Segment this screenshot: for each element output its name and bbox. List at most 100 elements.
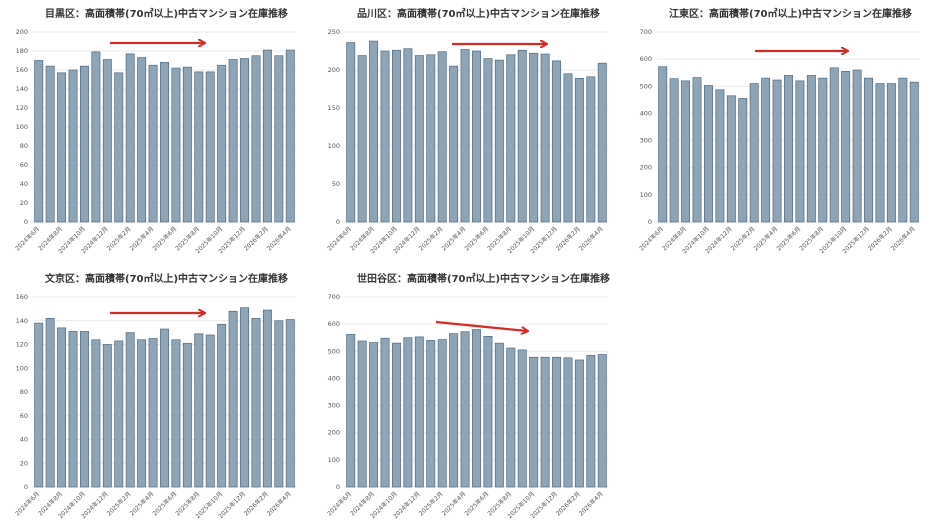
bar	[517, 349, 527, 488]
bar	[586, 355, 596, 488]
bar	[205, 71, 215, 223]
bar	[597, 62, 607, 223]
bar	[715, 89, 725, 223]
y-tick-label: 500	[640, 82, 652, 90]
y-tick-label: 160	[16, 66, 28, 74]
x-tick-label: 2026年4月	[265, 490, 293, 518]
bar	[357, 340, 367, 488]
bar	[274, 55, 284, 223]
bar	[251, 55, 261, 223]
bar	[552, 60, 562, 223]
bar	[506, 347, 516, 488]
bar	[262, 309, 272, 488]
bar	[864, 77, 874, 223]
bar	[79, 331, 89, 488]
bar	[437, 51, 447, 223]
bar	[240, 307, 250, 488]
x-tick-label: 2026年4月	[265, 225, 293, 253]
bar	[369, 40, 379, 223]
bar	[529, 52, 539, 223]
charts: 目黒区：高面積帯(70㎡以上)中古マンション在庫推移 0 20 40 60 80 100 12…	[14, 7, 920, 520]
chart-title: 目黒区：高面積帯(70㎡以上)中古マンション在庫推移	[45, 7, 288, 20]
bar	[681, 80, 691, 223]
bar	[494, 342, 504, 488]
y-tick-label: 200	[16, 28, 28, 36]
bar	[160, 62, 169, 223]
bar	[692, 77, 702, 223]
bar	[726, 95, 736, 223]
bar	[483, 336, 493, 488]
bar	[217, 323, 227, 488]
bar	[472, 329, 481, 488]
y-tick-label: 140	[16, 85, 28, 93]
bar	[285, 319, 295, 488]
y-tick-label: 400	[640, 109, 652, 117]
chart-title: 文京区：高面積帯(70㎡以上)中古マンション在庫推移	[45, 272, 288, 285]
x-tick-label: 2026年4月	[577, 490, 605, 518]
bar	[574, 359, 584, 488]
bar	[886, 83, 896, 223]
bar	[380, 50, 390, 223]
bar	[460, 331, 470, 488]
y-tick-label: 20	[20, 199, 28, 207]
bar	[517, 49, 527, 223]
y-tick-label: 600	[328, 320, 340, 328]
chart-title: 江東区：高面積帯(70㎡以上)中古マンション在庫推移	[669, 7, 912, 20]
bar	[818, 77, 828, 223]
bar	[274, 320, 284, 488]
bar	[114, 72, 124, 223]
bar	[540, 53, 550, 223]
bar	[171, 67, 181, 223]
y-tick-label: 40	[20, 180, 28, 188]
y-tick-label: 40	[20, 436, 28, 444]
bar	[68, 69, 78, 223]
y-tick-label: 300	[328, 402, 340, 410]
bar	[369, 342, 379, 488]
bar	[137, 339, 147, 488]
bar	[391, 49, 401, 223]
bar	[357, 55, 367, 223]
bar	[251, 318, 261, 488]
bar	[262, 49, 272, 223]
bar	[529, 356, 539, 488]
bar	[102, 344, 112, 488]
y-tick-label: 600	[640, 55, 652, 63]
y-tick-label: 120	[16, 341, 28, 349]
bar	[852, 69, 862, 223]
bar	[346, 334, 356, 488]
bar	[228, 59, 238, 223]
y-tick-label: 700	[640, 28, 652, 36]
y-tick-label: 200	[640, 164, 652, 172]
bar	[875, 83, 885, 223]
bar	[125, 332, 135, 488]
y-tick-label: 500	[328, 347, 340, 355]
y-tick-label: 300	[640, 137, 652, 145]
y-tick-label: 180	[16, 47, 28, 55]
bar	[182, 342, 192, 488]
y-tick-label: 200	[328, 429, 340, 437]
y-tick-label: 0	[336, 483, 340, 491]
bar	[540, 356, 550, 488]
bar	[240, 58, 250, 223]
bar	[34, 60, 44, 223]
bar	[658, 66, 668, 223]
y-tick-label: 250	[328, 28, 340, 36]
bar	[574, 78, 584, 223]
bar	[597, 354, 607, 488]
bar	[898, 77, 908, 223]
y-tick-label: 100	[328, 142, 340, 150]
bar	[346, 42, 356, 223]
bar	[669, 78, 679, 223]
y-tick-label: 100	[16, 364, 28, 372]
y-tick-label: 400	[328, 374, 340, 382]
bar	[426, 340, 436, 488]
bar	[137, 57, 147, 223]
bar	[194, 333, 204, 488]
bar	[91, 51, 101, 223]
bar	[703, 85, 713, 223]
bar	[552, 356, 562, 488]
bar	[68, 331, 78, 488]
bar	[125, 53, 135, 223]
bar	[414, 55, 424, 223]
